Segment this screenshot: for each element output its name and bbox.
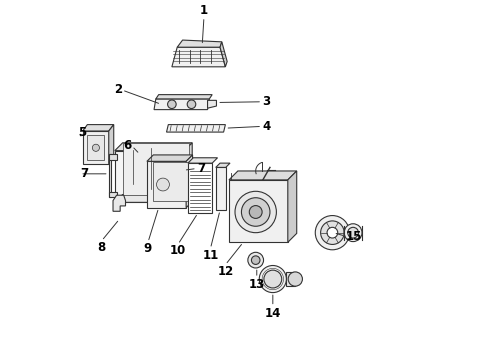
Bar (229, 180, 288, 242)
Circle shape (327, 227, 338, 238)
Circle shape (249, 206, 262, 219)
Circle shape (259, 265, 286, 293)
Bar (147, 161, 186, 208)
Polygon shape (115, 194, 192, 202)
Polygon shape (115, 143, 192, 150)
Bar (175, 187, 183, 192)
Circle shape (168, 100, 176, 109)
Circle shape (242, 198, 270, 226)
Text: 3: 3 (262, 95, 270, 108)
Circle shape (288, 272, 302, 286)
Text: 7: 7 (197, 162, 205, 175)
Text: 10: 10 (170, 244, 186, 257)
Text: 7: 7 (80, 167, 88, 180)
Polygon shape (122, 143, 189, 194)
Bar (109, 192, 117, 197)
Circle shape (344, 224, 362, 242)
Bar (87, 135, 104, 160)
Circle shape (315, 216, 349, 250)
Text: 11: 11 (202, 249, 219, 262)
Polygon shape (288, 171, 297, 242)
Text: 14: 14 (265, 306, 281, 320)
Circle shape (187, 100, 196, 109)
Polygon shape (188, 158, 218, 163)
Polygon shape (229, 171, 297, 180)
Bar (216, 167, 226, 210)
Circle shape (248, 252, 264, 268)
Polygon shape (113, 195, 125, 211)
Polygon shape (156, 95, 212, 99)
Bar (175, 157, 183, 162)
Polygon shape (83, 125, 114, 131)
Bar (109, 154, 117, 159)
Polygon shape (83, 131, 109, 164)
Circle shape (156, 178, 170, 191)
Text: 2: 2 (114, 84, 122, 96)
Polygon shape (117, 152, 142, 161)
Text: 5: 5 (78, 126, 86, 139)
Polygon shape (109, 125, 114, 164)
Circle shape (320, 221, 344, 244)
Polygon shape (167, 125, 225, 132)
Polygon shape (115, 150, 184, 202)
Circle shape (235, 191, 276, 233)
Circle shape (251, 256, 260, 265)
Bar (286, 272, 295, 286)
Text: 4: 4 (262, 120, 270, 133)
Polygon shape (184, 143, 192, 202)
Text: 8: 8 (98, 241, 106, 254)
Polygon shape (154, 99, 209, 109)
Text: 12: 12 (217, 265, 234, 278)
Text: 6: 6 (123, 139, 132, 153)
Polygon shape (220, 42, 227, 67)
Text: 15: 15 (345, 230, 362, 243)
Polygon shape (117, 148, 145, 152)
Polygon shape (172, 47, 225, 67)
Text: 1: 1 (200, 4, 208, 17)
Bar (175, 157, 178, 192)
Polygon shape (186, 155, 193, 208)
Text: 9: 9 (144, 242, 152, 255)
Polygon shape (208, 100, 217, 108)
Bar (109, 154, 111, 197)
Circle shape (92, 144, 99, 151)
Circle shape (348, 227, 358, 238)
Bar (188, 163, 212, 213)
Polygon shape (177, 40, 222, 47)
Bar (153, 162, 189, 201)
Text: 13: 13 (248, 278, 265, 291)
Polygon shape (147, 155, 193, 161)
Polygon shape (216, 163, 230, 167)
Circle shape (264, 270, 282, 288)
